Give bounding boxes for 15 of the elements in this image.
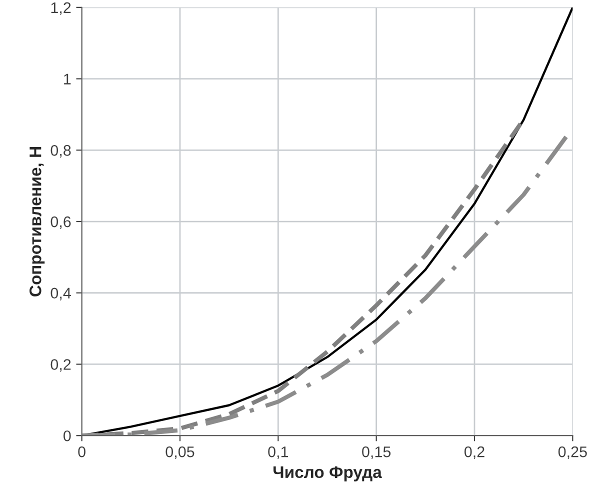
y-tick-label: 0 xyxy=(63,430,71,442)
y-tick-label: 1,2 xyxy=(51,2,71,15)
y-tick-label: 0,4 xyxy=(50,288,71,300)
y-tick-label: 0,2 xyxy=(50,359,71,372)
x-axis-title: Число Фруда xyxy=(274,466,382,482)
y-tick-label: 0,8 xyxy=(50,145,71,158)
x-tick-label: 0,15 xyxy=(362,446,391,460)
x-tick-label: 0,2 xyxy=(464,446,484,460)
y-tick-label: 0,6 xyxy=(50,216,71,230)
x-tick-label: 0 xyxy=(78,446,86,458)
y-tick-label: 1 xyxy=(64,74,71,84)
x-tick-label: 0,25 xyxy=(558,446,587,460)
x-tick-label: 0,1 xyxy=(268,446,288,460)
y-axis-title: Сопротивление, Н xyxy=(30,147,45,296)
x-tick-label: 0,05 xyxy=(166,446,194,460)
